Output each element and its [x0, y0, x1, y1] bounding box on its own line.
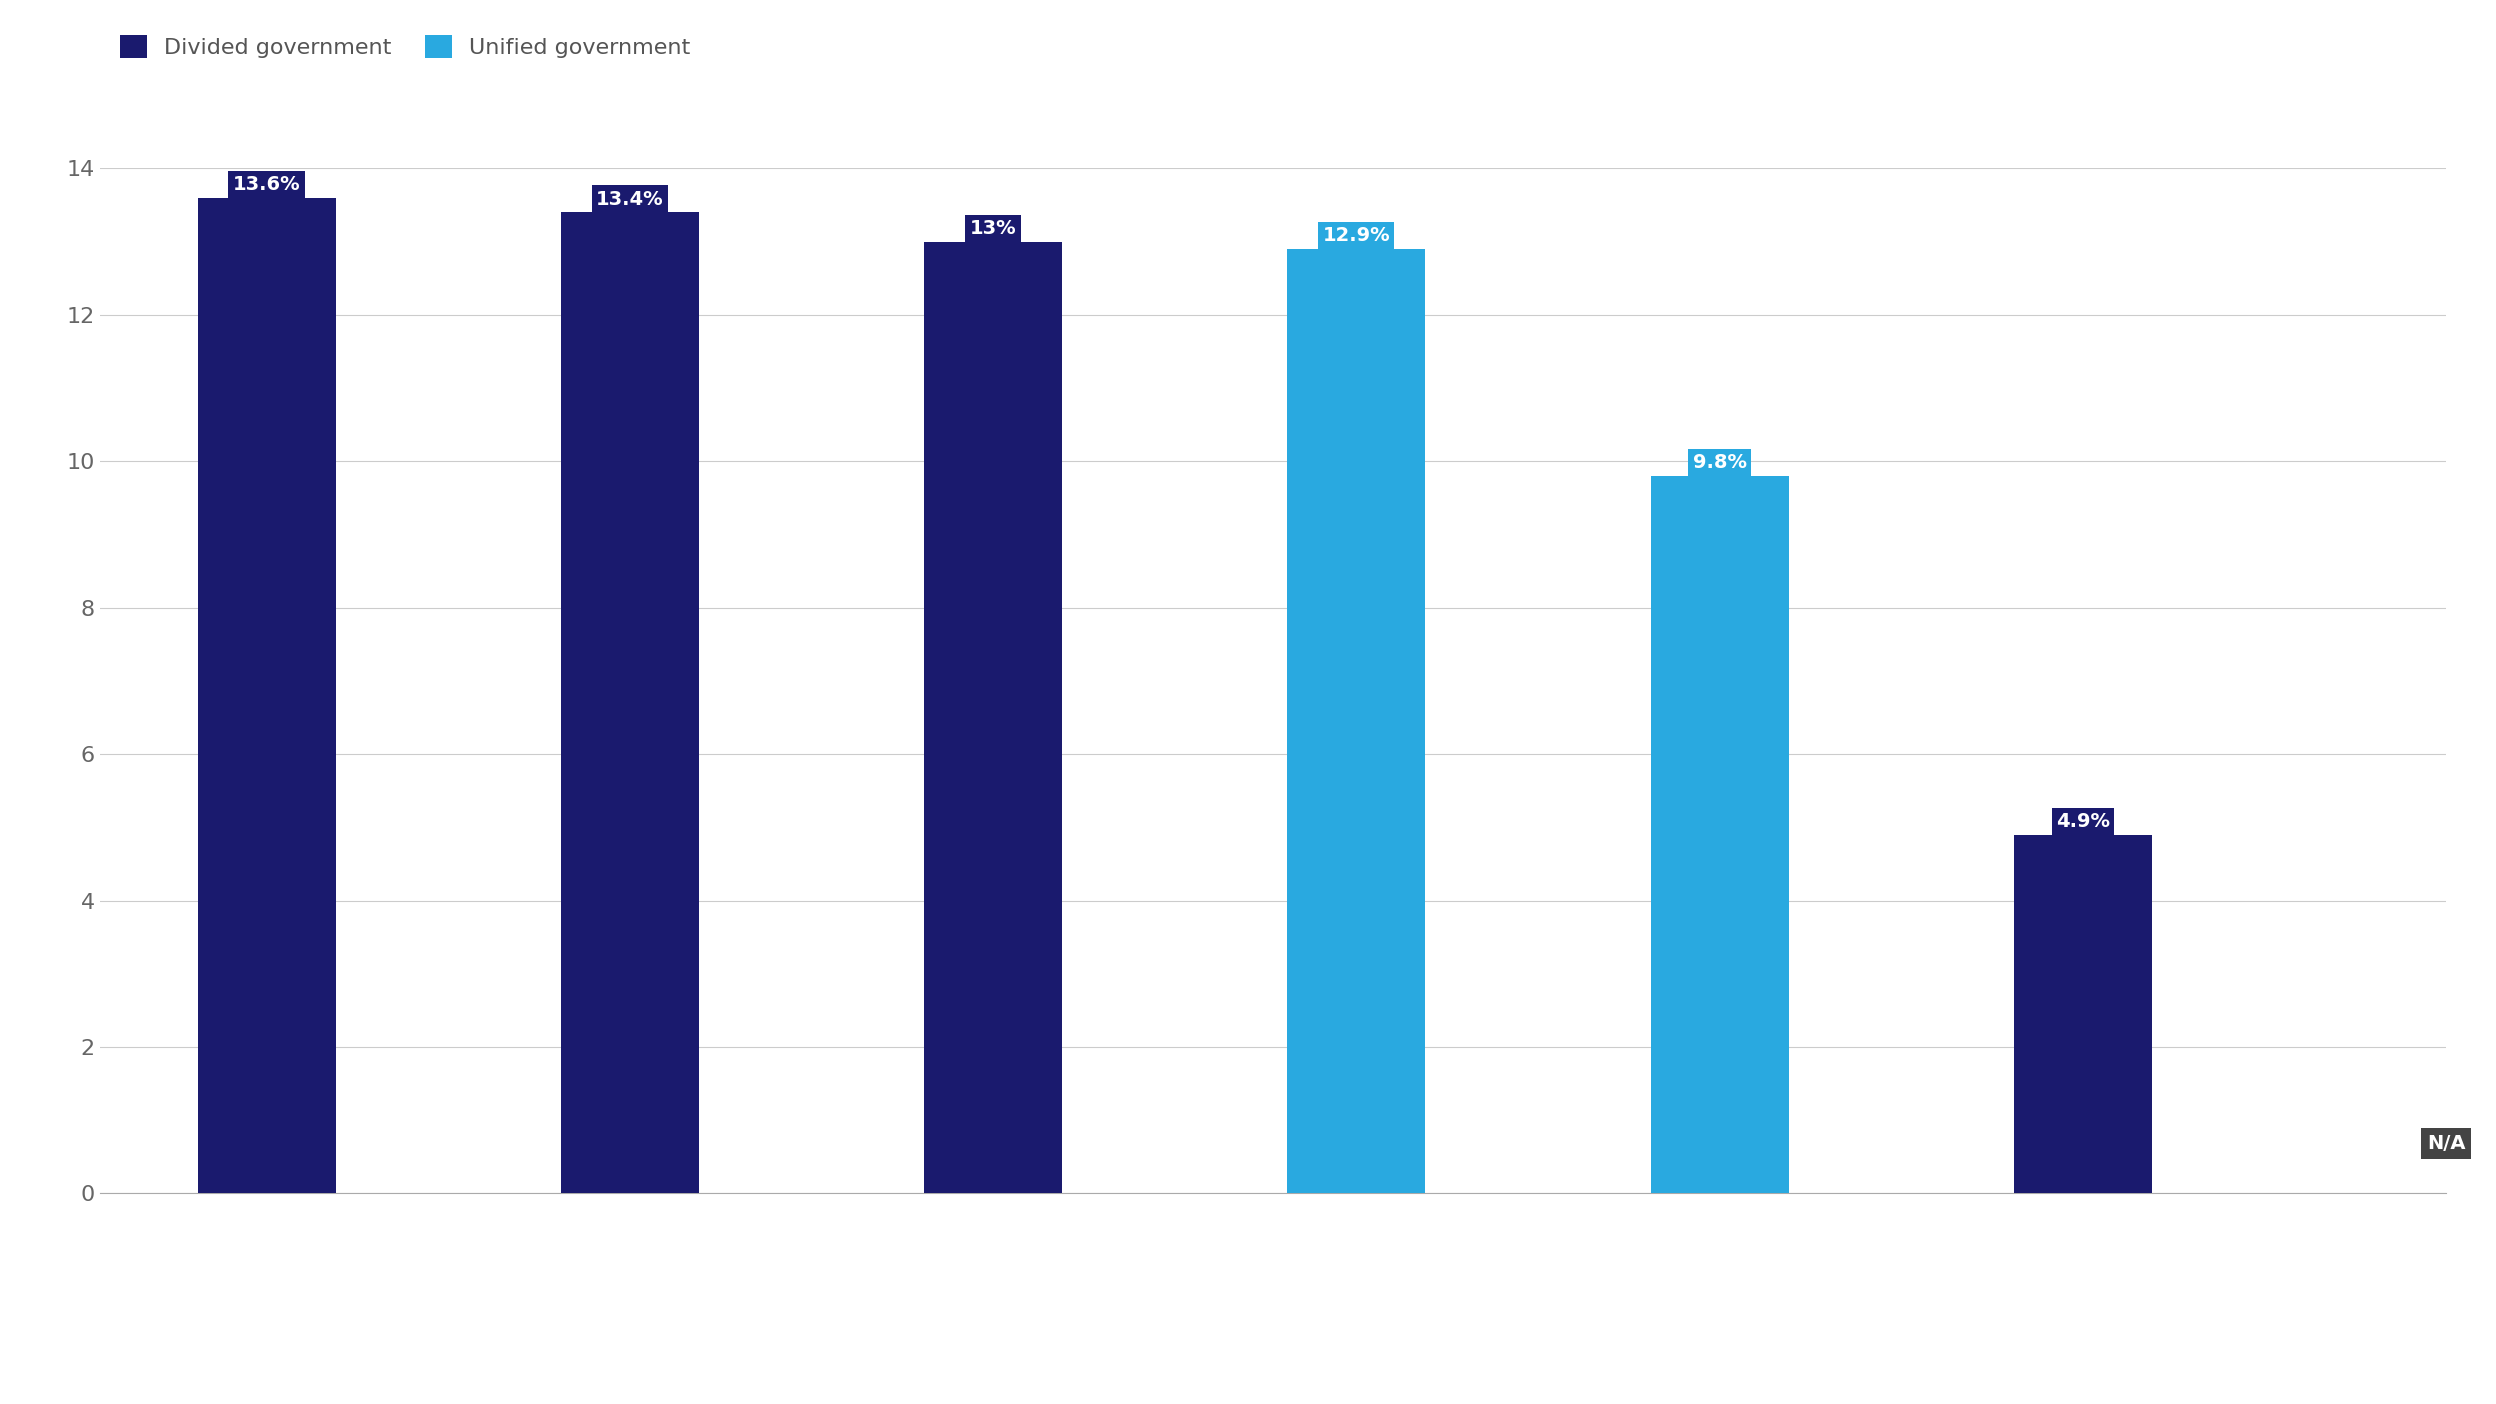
- Text: 9.8%: 9.8%: [1692, 453, 1747, 472]
- Text: N/A: N/A: [2426, 1134, 2466, 1153]
- Text: 13.6%: 13.6%: [232, 176, 300, 194]
- Legend: Divided government, Unified government: Divided government, Unified government: [110, 25, 699, 66]
- Bar: [562, 212, 699, 1193]
- Bar: [1288, 249, 1425, 1193]
- Text: 12.9%: 12.9%: [1323, 226, 1390, 246]
- Text: 4.9%: 4.9%: [2057, 812, 2109, 831]
- Text: 13.4%: 13.4%: [597, 190, 664, 209]
- Bar: [924, 241, 1063, 1193]
- Text: 13%: 13%: [971, 219, 1016, 239]
- Bar: [197, 198, 334, 1193]
- Bar: [2014, 834, 2152, 1193]
- Bar: [1650, 476, 1790, 1193]
